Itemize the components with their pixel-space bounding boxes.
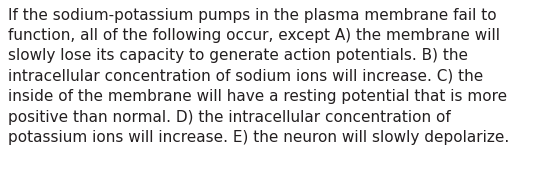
Text: If the sodium-potassium pumps in the plasma membrane fail to
function, all of th: If the sodium-potassium pumps in the pla… <box>8 8 509 145</box>
